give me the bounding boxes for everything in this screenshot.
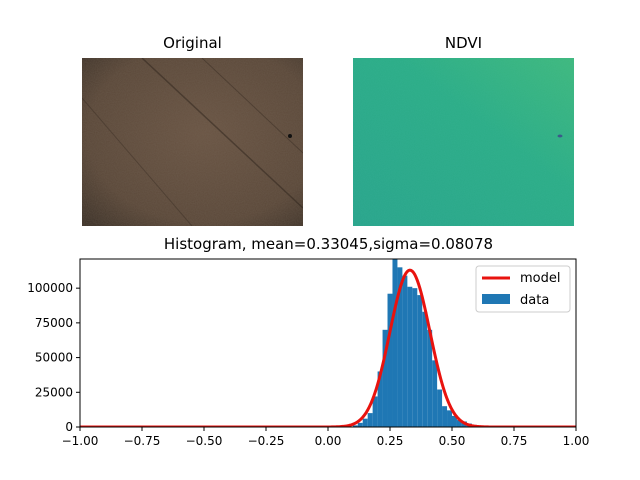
y-tick-label: 100000	[27, 281, 73, 295]
histogram-bars	[347, 259, 487, 427]
histogram-bar	[432, 360, 438, 427]
histogram-bar	[417, 295, 423, 427]
histogram-bar	[407, 286, 413, 427]
histogram-bar	[352, 425, 358, 427]
histogram-bar	[442, 406, 448, 427]
x-tick-label: −1.00	[62, 434, 99, 448]
histogram-bar	[362, 418, 368, 427]
x-tick-label: −0.25	[248, 434, 285, 448]
histogram-bar	[422, 311, 428, 427]
original-image	[81, 57, 304, 227]
histogram-bar	[382, 329, 388, 427]
histogram-bar	[402, 275, 408, 427]
x-tick-label: −0.50	[186, 434, 223, 448]
x-tick-label: 0.25	[377, 434, 404, 448]
x-tick-label: 0.75	[501, 434, 528, 448]
histogram-bar	[456, 420, 462, 427]
histogram-bar	[387, 293, 393, 427]
y-tick-label: 0	[65, 420, 73, 434]
legend-model-label: model	[520, 271, 560, 286]
x-tick-label: 0.50	[439, 434, 466, 448]
histogram-bar	[372, 396, 378, 427]
legend-data-swatch	[482, 294, 510, 304]
chart-title: Histogram, mean=0.33045,sigma=0.08078	[163, 235, 494, 253]
x-tick-label: 0.00	[315, 434, 342, 448]
legend-data-label: data	[520, 293, 549, 308]
histogram-bar	[427, 329, 433, 427]
histogram-bar	[367, 413, 373, 427]
ndvi-image	[353, 58, 574, 226]
y-tick-label: 75000	[35, 316, 73, 330]
histogram-bar	[447, 410, 452, 427]
histogram-bar	[392, 259, 398, 427]
histogram-bar	[412, 288, 418, 427]
x-tick-label: −0.75	[124, 434, 161, 448]
y-tick-label: 50000	[35, 351, 73, 365]
y-tick-label: 25000	[35, 385, 73, 399]
histogram-bar	[377, 371, 383, 427]
histogram-bar	[397, 267, 403, 427]
ndvi-title: NDVI	[444, 34, 483, 52]
histogram-bar	[357, 422, 363, 427]
histogram-bar	[452, 415, 457, 427]
x-tick-label: 1.00	[563, 434, 590, 448]
original-title: Original	[163, 34, 222, 52]
histogram-bar	[437, 389, 443, 427]
